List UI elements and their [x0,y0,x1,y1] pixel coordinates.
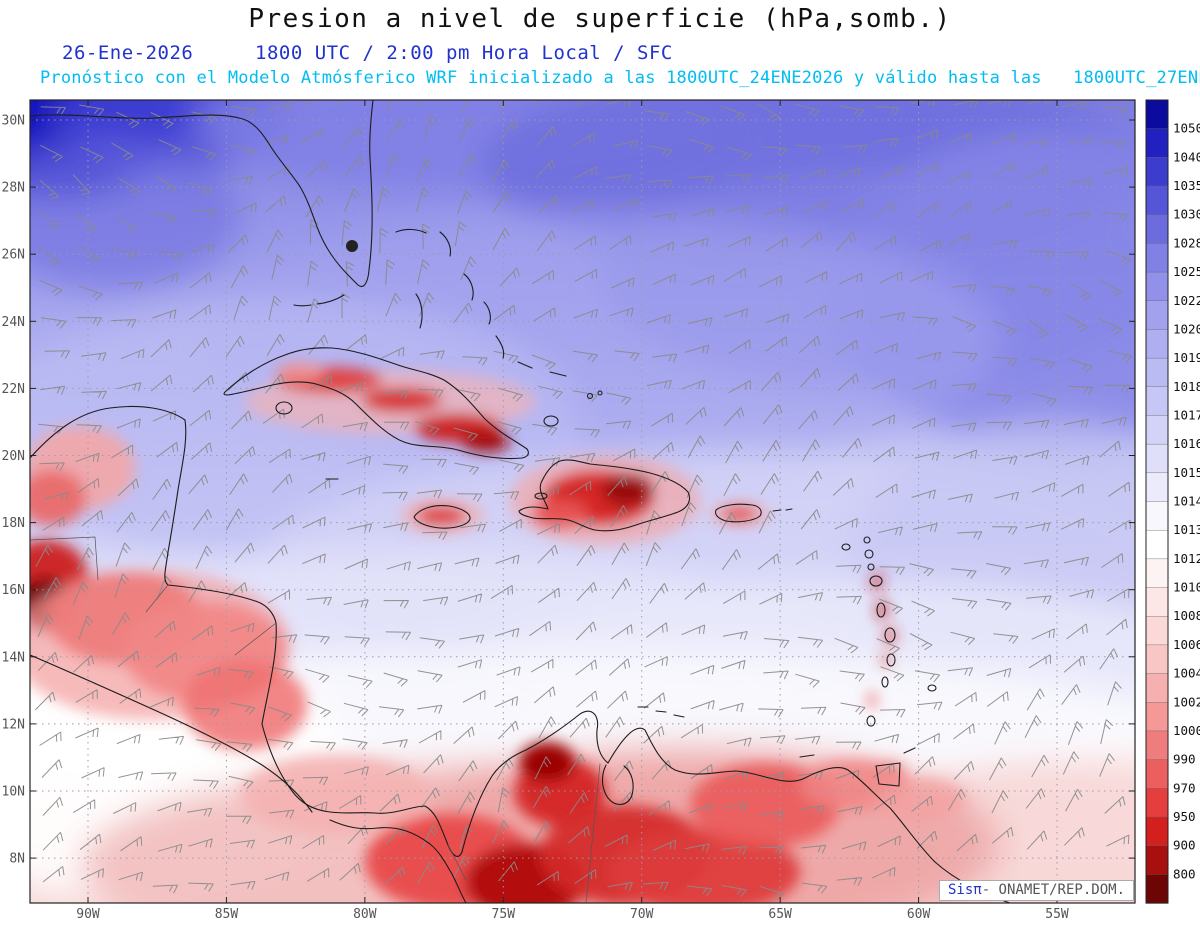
svg-text:1050: 1050 [1173,121,1200,136]
svg-text:8N: 8N [9,852,25,867]
pressure-colorbar: 1050 1040 1035 1030 1028 1025 1022 1020 1019 1018… [1145,99,1200,904]
valid-date: 26-Ene-2026 [62,42,194,64]
svg-text:1016: 1016 [1173,436,1200,451]
svg-text:1020: 1020 [1173,321,1200,336]
svg-text:65W: 65W [768,907,792,922]
svg-text:1002: 1002 [1173,694,1200,709]
svg-text:60W: 60W [907,907,931,922]
abc-islands [637,706,685,718]
florida-keys [293,294,345,307]
svg-text:1028: 1028 [1173,235,1200,250]
svg-text:900: 900 [1173,838,1196,853]
svg-text:990: 990 [1173,752,1196,767]
hispaniola [518,459,691,532]
chart-title: Presion a nivel de superficie (hPa,somb.… [248,4,952,34]
pacific-coast [30,654,467,903]
watermark: Sisπ- ONAMET/REP.DOM. [938,880,1134,901]
gonave [534,492,548,500]
svg-text:1004: 1004 [1173,666,1200,681]
svg-text:1035: 1035 [1173,178,1200,193]
svg-text:22N: 22N [2,382,25,397]
svg-text:12N: 12N [2,717,25,732]
svg-text:16N: 16N [2,583,25,598]
svg-text:950: 950 [1173,809,1196,824]
svg-text:1013: 1013 [1173,522,1200,537]
trinidad-tobago [875,747,916,787]
svg-text:1017: 1017 [1173,407,1200,422]
svg-text:20N: 20N [2,449,25,464]
svg-text:90W: 90W [76,907,100,922]
lesser-antilles [772,508,937,727]
svg-text:10N: 10N [2,785,25,800]
svg-text:1018: 1018 [1173,379,1200,394]
cuba [223,347,529,460]
svg-text:1012: 1012 [1173,551,1200,566]
svg-text:55W: 55W [1045,907,1069,922]
svg-text:18N: 18N [2,516,25,531]
margarita [799,754,815,758]
svg-text:1010: 1010 [1173,580,1200,595]
svg-text:1008: 1008 [1173,608,1200,623]
country-borders [30,536,601,903]
bahamas [395,228,603,427]
svg-text:1015: 1015 [1173,465,1200,480]
valid-time: 1800 UTC / 2:00 pm Hora Local / SFC [255,42,673,64]
svg-text:75W: 75W [492,907,516,922]
svg-text:85W: 85W [215,907,239,922]
watermark-brand: Sisπ [947,882,982,898]
axis-ticks [30,100,1135,903]
svg-text:1006: 1006 [1173,637,1200,652]
svg-text:1000: 1000 [1173,723,1200,738]
svg-text:30N: 30N [2,114,25,129]
puerto-rico [715,503,762,523]
svg-text:24N: 24N [2,315,25,330]
svg-text:26N: 26N [2,248,25,263]
forecast-note: Pronóstico con el Modelo Atmósferico WRF… [40,68,1200,88]
svg-text:1025: 1025 [1173,264,1200,279]
gulf-coast-florida [30,100,374,288]
jamaica [413,505,471,529]
svg-text:970: 970 [1173,780,1196,795]
svg-text:70W: 70W [630,907,654,922]
svg-text:800: 800 [1173,866,1196,881]
svg-text:1022: 1022 [1173,293,1200,308]
lake-maracaibo [601,764,634,805]
svg-text:1019: 1019 [1173,350,1200,365]
watermark-credit: - ONAMET/REP.DOM. [981,882,1125,898]
isla-juventud [275,401,293,415]
svg-text:80W: 80W [353,907,377,922]
valid-time-line: 26-Ene-2026 1800 UTC / 2:00 pm Hora Loca… [0,42,1200,66]
svg-text:1014: 1014 [1173,494,1200,509]
axis-labels: 30N 28N 26N 24N 22N 20N 18N 16N 14N 12N 10N 8N 90W 85… [2,114,1069,923]
coastlines [30,100,1011,903]
svg-text:1030: 1030 [1173,207,1200,222]
map-frame [29,99,1136,904]
svg-text:14N: 14N [2,650,25,665]
svg-text:1040: 1040 [1173,149,1200,164]
wind-barbs [34,100,1133,901]
lake-okeechobee [346,240,358,252]
svg-text:28N: 28N [2,181,25,196]
